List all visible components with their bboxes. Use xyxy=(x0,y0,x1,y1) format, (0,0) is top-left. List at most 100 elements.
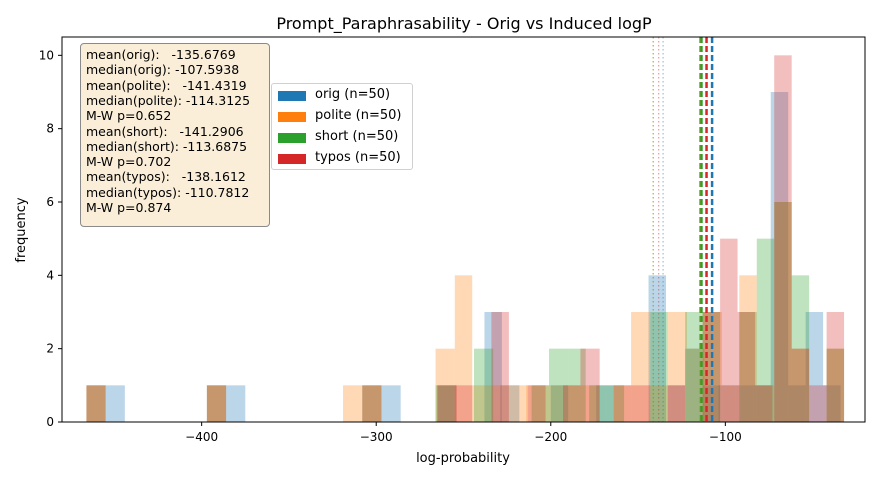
histogram-bar xyxy=(788,385,806,422)
histogram-bar xyxy=(770,92,789,422)
series-2-bars xyxy=(86,202,845,422)
histogram-bar xyxy=(613,385,632,422)
histogram-bar xyxy=(206,385,227,422)
legend-swatch-short xyxy=(278,133,306,143)
histogram-bar xyxy=(484,312,502,422)
histogram-bar xyxy=(596,385,614,422)
histogram-bar xyxy=(774,202,792,422)
x-tick-label: −300 xyxy=(360,430,393,444)
x-tick-label: −100 xyxy=(709,430,742,444)
histogram-bar xyxy=(437,385,457,422)
histogram-bar xyxy=(791,348,810,422)
histogram-bar xyxy=(86,385,106,422)
y-axis-label: frequency xyxy=(14,197,29,263)
histogram-bar xyxy=(631,385,651,422)
histogram-bar xyxy=(437,385,457,422)
histogram-bar xyxy=(206,385,227,422)
stats-line: median(short): -113.6875 xyxy=(86,138,248,154)
histogram-bar xyxy=(589,385,607,422)
histogram-bar xyxy=(526,385,546,422)
histogram-bar xyxy=(718,385,736,422)
stats-line: median(orig): -107.5938 xyxy=(86,62,240,78)
histogram-bar xyxy=(343,385,363,422)
histogram-bar xyxy=(735,385,754,422)
histogram-bar xyxy=(774,202,792,422)
histogram-bar xyxy=(809,385,827,422)
stats-line: M-W p=0.652 xyxy=(86,108,172,124)
histogram-bar xyxy=(805,312,824,422)
chart-title: Prompt_Paraphrasability - Orig vs Induce… xyxy=(276,14,652,34)
histogram-bar xyxy=(531,385,550,422)
legend: orig (n=50) polite (n=50) short (n=50) t… xyxy=(271,83,413,170)
histogram-bar xyxy=(472,385,492,422)
histogram-bar xyxy=(756,238,775,422)
histogram-bar xyxy=(667,312,687,422)
series-0-bars xyxy=(105,92,841,422)
legend-label-typos: typos (n=50) xyxy=(315,150,401,165)
histogram-bar xyxy=(362,385,382,422)
histogram-bar xyxy=(702,385,721,422)
stats-line: mean(orig): -135.6769 xyxy=(86,47,236,62)
histogram-bar xyxy=(86,385,106,422)
histogram-bar xyxy=(206,385,227,422)
stats-line: mean(polite): -141.4319 xyxy=(86,77,247,93)
legend-swatch-orig xyxy=(278,91,306,101)
histogram-bar xyxy=(381,385,401,422)
histogram-bar xyxy=(631,312,651,422)
histogram-bar xyxy=(606,385,625,422)
histogram-bar xyxy=(580,348,600,422)
histogram-bar xyxy=(667,385,686,422)
histogram-bar xyxy=(508,385,529,422)
x-axis-label: log-probability xyxy=(416,451,510,466)
histogram-bar xyxy=(823,385,841,422)
histogram-bar xyxy=(362,385,382,422)
y-tick-label: 6 xyxy=(46,195,54,209)
histogram-bar xyxy=(435,348,455,422)
histogram-bar xyxy=(826,348,845,422)
histogram-bar xyxy=(826,348,845,422)
histogram-bar xyxy=(550,385,569,422)
stats-line: mean(short): -141.2906 xyxy=(86,123,244,139)
legend-swatch-polite xyxy=(278,112,306,122)
y-tick-label: 2 xyxy=(46,342,54,356)
histogram-bar xyxy=(549,348,569,422)
histogram-bar xyxy=(454,275,473,422)
y-tick-label: 4 xyxy=(46,268,54,282)
histogram-bar xyxy=(791,348,810,422)
histogram-bar xyxy=(563,385,581,422)
histogram-bar xyxy=(791,275,810,422)
histogram-bar xyxy=(755,385,773,422)
legend-swatch-typos xyxy=(278,154,306,164)
histogram-bar xyxy=(105,385,125,422)
histogram-bar xyxy=(435,385,455,422)
histogram-bar xyxy=(686,348,705,422)
histogram-bar xyxy=(491,312,509,422)
histogram-bar xyxy=(226,385,246,422)
histogram-bar xyxy=(580,385,600,422)
histogram-bar xyxy=(667,385,686,422)
histogram-bar xyxy=(685,348,703,422)
histogram-bar xyxy=(826,312,845,422)
histogram-bar xyxy=(739,312,757,422)
series-3-bars xyxy=(86,55,845,422)
histogram-bar xyxy=(685,312,703,422)
stats-line: median(typos): -110.7812 xyxy=(86,184,250,200)
x-tick-label: −400 xyxy=(185,430,218,444)
histogram-bar xyxy=(563,385,581,422)
histogram-bar xyxy=(86,385,106,422)
histogram-bar xyxy=(774,55,792,422)
y-tick-label: 8 xyxy=(46,122,54,136)
plot-frame xyxy=(61,36,866,423)
stats-line: median(polite): -114.3125 xyxy=(86,92,251,108)
histogram-bar xyxy=(753,385,771,422)
histogram-bar xyxy=(545,385,564,422)
histogram-bar xyxy=(500,385,520,422)
histogram-bar xyxy=(491,385,509,422)
histogram-bar xyxy=(454,385,473,422)
histogram-bar xyxy=(362,385,382,422)
stats-annotation-box: mean(orig): -135.6769 median(orig): -107.… xyxy=(80,43,270,227)
legend-label-orig: orig (n=50) xyxy=(315,87,391,102)
legend-label-short: short (n=50) xyxy=(315,129,399,144)
